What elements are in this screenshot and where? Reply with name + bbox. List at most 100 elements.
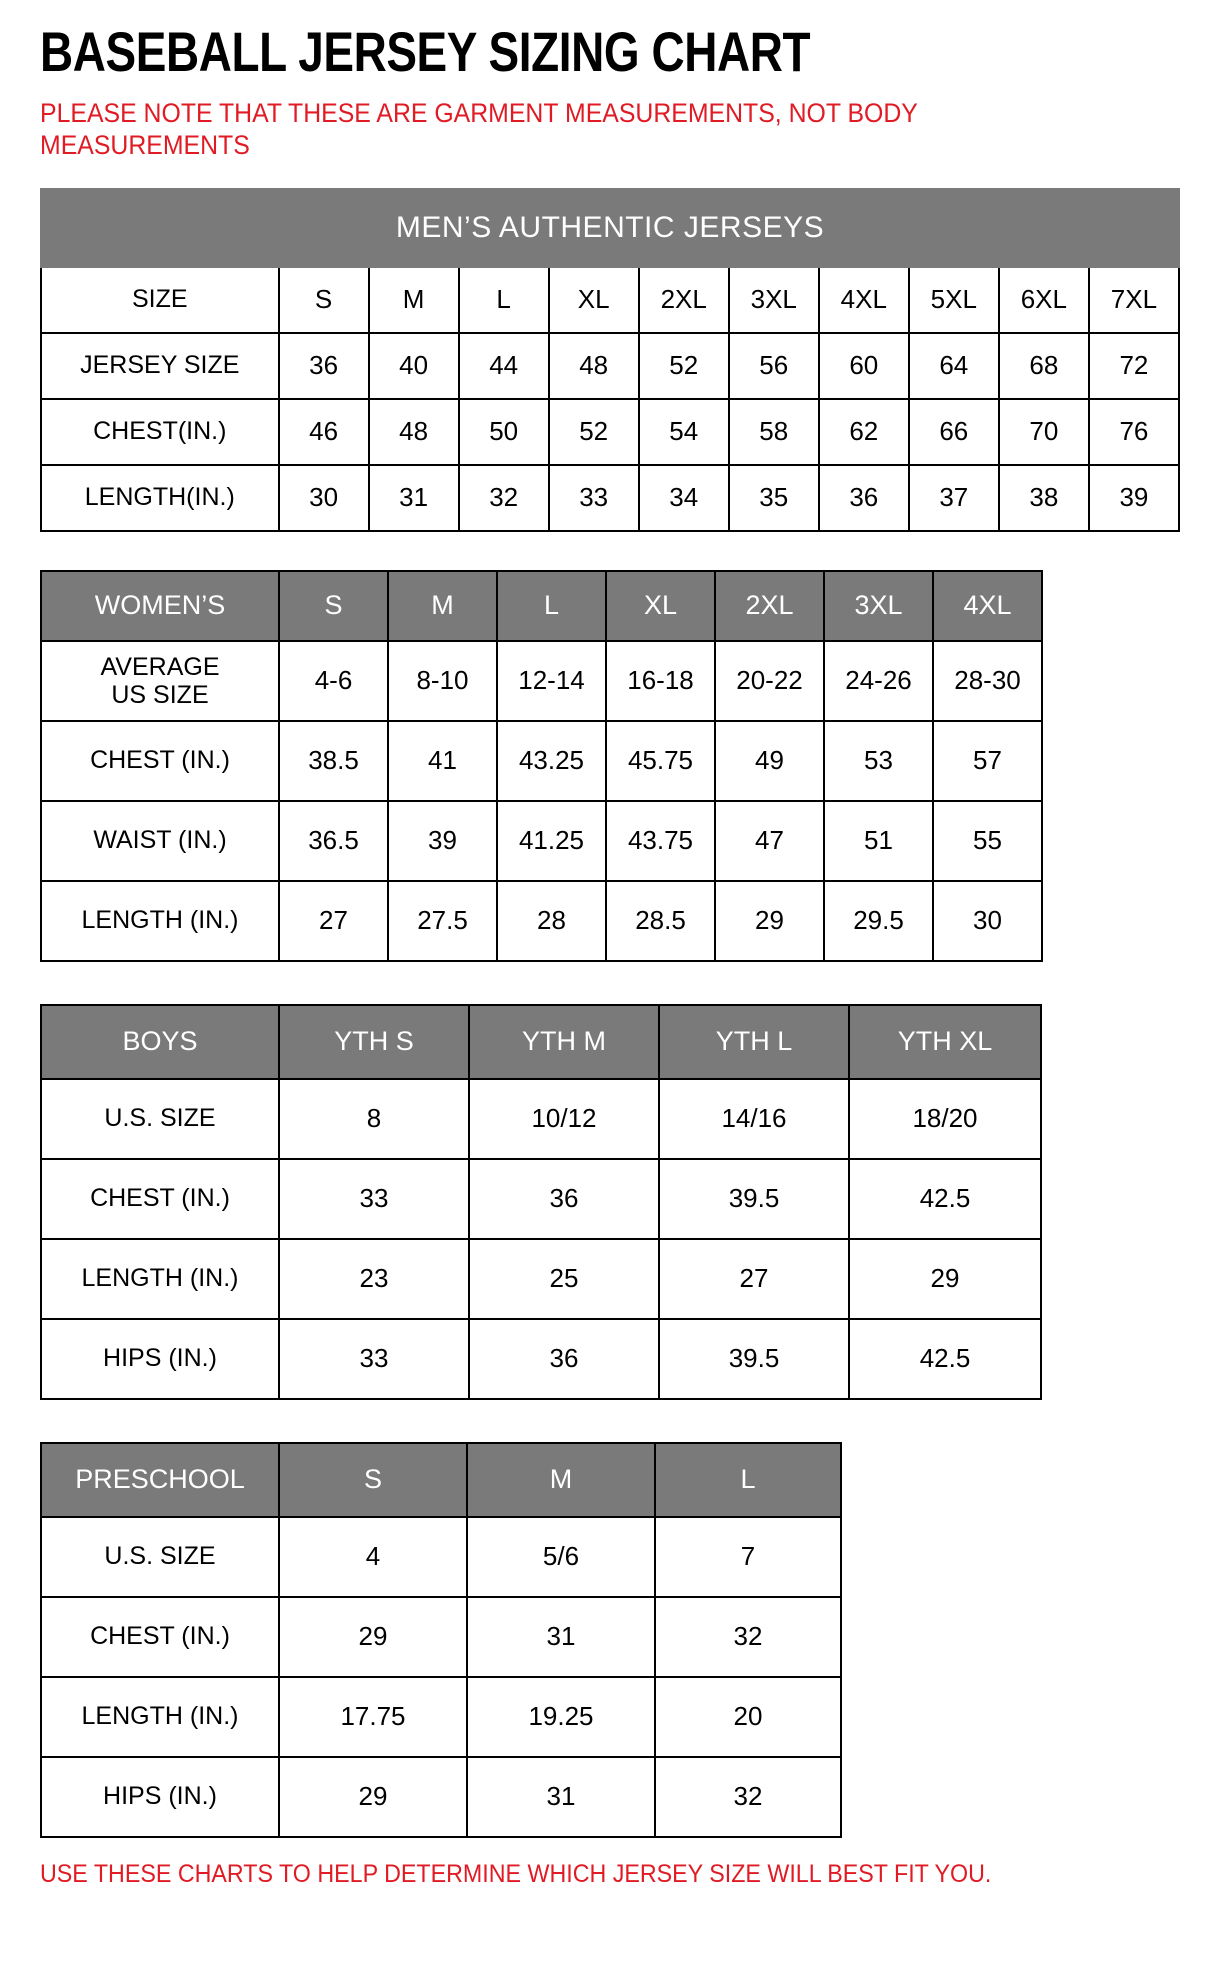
cell: 46: [277, 397, 370, 466]
cell: 32: [457, 463, 550, 532]
mens-row-label-header: SIZE: [40, 265, 280, 334]
page-subtitle: PLEASE NOTE THAT THESE ARE GARMENT MEASU…: [40, 98, 918, 160]
mens-col-7xl: 7XL: [1087, 265, 1181, 334]
cell: 29: [278, 1755, 468, 1838]
cell: 29: [848, 1237, 1042, 1320]
cell: 49: [714, 719, 825, 802]
cell: 52: [547, 397, 640, 466]
cell: 54: [637, 397, 730, 466]
cell: 55: [932, 799, 1043, 882]
mens-row-label: CHEST(IN.): [40, 397, 280, 466]
cell: 58: [727, 397, 820, 466]
preschool-row-label-header: PRESCHOOL: [40, 1441, 280, 1518]
cell: 31: [466, 1595, 656, 1678]
cell: 39: [1087, 463, 1181, 532]
cell: 60: [817, 331, 910, 400]
mens-col-5xl: 5XL: [907, 265, 1000, 334]
page-title: BASEBALL JERSEY SIZING CHART: [40, 20, 811, 83]
cell: 18/20: [848, 1077, 1042, 1160]
cell: 28: [496, 879, 607, 962]
cell: 29: [714, 879, 825, 962]
cell: 33: [278, 1317, 470, 1400]
mens-col-2xl: 2XL: [637, 265, 730, 334]
cell: 39.5: [658, 1157, 850, 1240]
table-row: HIPS (IN.) 33 36 39.5 42.5: [40, 1317, 1042, 1400]
cell: 29: [278, 1595, 468, 1678]
cell: 4: [278, 1515, 468, 1598]
cell: 52: [637, 331, 730, 400]
womens-col-2xl: 2XL: [714, 569, 825, 642]
cell: 19.25: [466, 1675, 656, 1758]
boys-jerseys-table: BOYS YTH S YTH M YTH L YTH XL U.S. SIZE …: [40, 1003, 1042, 1400]
table-row: LENGTH (IN.) 23 25 27 29: [40, 1237, 1042, 1320]
cell: 10/12: [468, 1077, 660, 1160]
cell: 35: [727, 463, 820, 532]
boys-column-header-row: BOYS YTH S YTH M YTH L YTH XL: [40, 1003, 1042, 1080]
preschool-col-l: L: [654, 1441, 842, 1518]
table-row: CHEST (IN.) 29 31 32: [40, 1595, 842, 1678]
cell: 31: [367, 463, 460, 532]
table-row: CHEST(IN.) 46 48 50 52 54 58 62 66 70 76: [40, 397, 1181, 466]
cell: 36: [468, 1157, 660, 1240]
mens-authentic-jerseys-table: MEN’S AUTHENTIC JERSEYS SIZE S M L XL 2X…: [40, 187, 1181, 532]
table-row: LENGTH (IN.) 17.75 19.25 20: [40, 1675, 842, 1758]
table-row: CHEST (IN.) 33 36 39.5 42.5: [40, 1157, 1042, 1240]
cell: 39.5: [658, 1317, 850, 1400]
cell: 36.5: [278, 799, 389, 882]
cell: 20: [654, 1675, 842, 1758]
cell: 8: [278, 1077, 470, 1160]
cell: 23: [278, 1237, 470, 1320]
cell: 53: [823, 719, 934, 802]
mens-banner-label: MEN’S AUTHENTIC JERSEYS: [40, 187, 1180, 268]
cell: 42.5: [848, 1317, 1042, 1400]
table-row: AVERAGE US SIZE 4-6 8-10 12-14 16-18 20-2…: [40, 639, 1043, 722]
boys-col-yth-s: YTH S: [278, 1003, 470, 1080]
cell: 43.75: [605, 799, 716, 882]
cell: 17.75: [278, 1675, 468, 1758]
table-row: JERSEY SIZE 36 40 44 48 52 56 60 64 68 7…: [40, 331, 1181, 400]
table-row: U.S. SIZE 8 10/12 14/16 18/20: [40, 1077, 1042, 1160]
cell: 62: [817, 397, 910, 466]
footnote-text: USE THESE CHARTS TO HELP DETERMINE WHICH…: [40, 1859, 992, 1888]
cell: 8-10: [387, 639, 498, 722]
womens-row-label-line1: AVERAGE: [100, 652, 220, 681]
cell: 25: [468, 1237, 660, 1320]
cell: 64: [907, 331, 1000, 400]
cell: 44: [457, 331, 550, 400]
mens-col-s: S: [277, 265, 370, 334]
mens-row-label: JERSEY SIZE: [40, 331, 280, 400]
cell: 39: [387, 799, 498, 882]
mens-banner-row: MEN’S AUTHENTIC JERSEYS: [40, 187, 1180, 268]
boys-col-yth-l: YTH L: [658, 1003, 850, 1080]
mens-col-m: M: [367, 265, 460, 334]
cell: 45.75: [605, 719, 716, 802]
preschool-row-label: LENGTH (IN.): [40, 1675, 280, 1758]
womens-column-header-row: WOMEN’S S M L XL 2XL 3XL 4XL: [40, 569, 1043, 642]
preschool-col-s: S: [278, 1441, 468, 1518]
cell: 33: [278, 1157, 470, 1240]
table-row: LENGTH (IN.) 27 27.5 28 28.5 29 29.5 30: [40, 879, 1043, 962]
mens-col-l: L: [457, 265, 550, 334]
womens-row-label-line2: US SIZE: [111, 680, 209, 709]
cell: 41.25: [496, 799, 607, 882]
mens-row-label: LENGTH(IN.): [40, 463, 280, 532]
cell: 7: [654, 1515, 842, 1598]
womens-col-m: M: [387, 569, 498, 642]
mens-col-3xl: 3XL: [727, 265, 820, 334]
cell: 48: [367, 397, 460, 466]
preschool-col-m: M: [466, 1441, 656, 1518]
cell: 16-18: [605, 639, 716, 722]
table-row: HIPS (IN.) 29 31 32: [40, 1755, 842, 1838]
cell: 40: [367, 331, 460, 400]
cell: 36: [468, 1317, 660, 1400]
cell: 27.5: [387, 879, 498, 962]
cell: 31: [466, 1755, 656, 1838]
cell: 42.5: [848, 1157, 1042, 1240]
womens-col-4xl: 4XL: [932, 569, 1043, 642]
cell: 34: [637, 463, 730, 532]
boys-row-label: LENGTH (IN.): [40, 1237, 280, 1320]
preschool-jerseys-table: PRESCHOOL S M L U.S. SIZE 4 5/6 7 CHEST …: [40, 1441, 842, 1838]
womens-row-label: AVERAGE US SIZE: [40, 639, 280, 722]
cell: 43.25: [496, 719, 607, 802]
